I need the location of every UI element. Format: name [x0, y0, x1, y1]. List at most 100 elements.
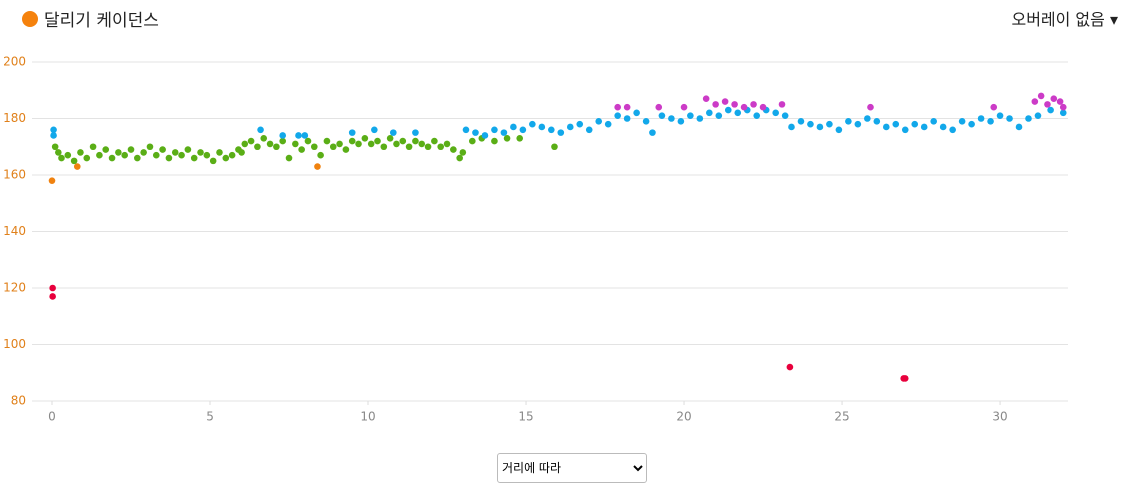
point	[348, 129, 356, 136]
title-block: 달리기 케이던스	[22, 6, 159, 31]
point	[788, 123, 795, 131]
point	[939, 123, 947, 131]
point	[958, 118, 966, 125]
title-dot	[22, 10, 38, 27]
point	[216, 149, 223, 156]
point	[576, 120, 584, 128]
point	[585, 126, 593, 134]
x-tick-label: 10	[360, 410, 375, 424]
point	[614, 112, 621, 119]
x-tick-label: 15	[518, 410, 533, 424]
y-tick-label: 80	[11, 394, 26, 408]
point	[867, 103, 874, 111]
point	[393, 140, 400, 148]
x-tick-label: 20	[676, 410, 691, 424]
point	[190, 154, 198, 162]
point	[731, 101, 738, 108]
y-tick-label: 200	[3, 55, 26, 69]
point	[472, 129, 479, 136]
point	[50, 126, 57, 134]
point	[127, 146, 135, 153]
point	[1059, 103, 1067, 111]
point	[1050, 95, 1058, 103]
point	[566, 123, 574, 131]
point	[222, 154, 230, 162]
point	[348, 137, 356, 145]
point	[405, 143, 413, 151]
point	[459, 149, 467, 156]
point	[431, 137, 438, 145]
point	[51, 143, 59, 151]
point	[273, 143, 280, 151]
point	[702, 95, 710, 103]
point	[949, 126, 956, 134]
point	[712, 101, 719, 108]
point	[864, 115, 871, 122]
point	[759, 103, 767, 111]
point	[1025, 115, 1032, 122]
point	[696, 115, 704, 122]
y-tick-label: 120	[3, 281, 26, 295]
point	[361, 134, 369, 142]
point	[1047, 106, 1054, 114]
point	[279, 132, 286, 139]
point	[740, 103, 748, 111]
y-tick-label: 100	[3, 337, 26, 351]
point	[516, 134, 524, 142]
mode-select[interactable]: 거리에 따라	[497, 453, 647, 483]
overlay-dropdown[interactable]: 오버레이 없음 ▾	[1011, 10, 1118, 29]
point	[1034, 112, 1042, 119]
point	[285, 154, 293, 162]
point	[203, 151, 211, 159]
point	[241, 140, 249, 148]
point	[548, 126, 555, 134]
point	[1044, 101, 1051, 108]
point	[390, 129, 397, 136]
point	[73, 163, 81, 170]
point	[500, 129, 508, 136]
point	[816, 123, 824, 131]
point	[48, 177, 56, 184]
point	[623, 103, 631, 111]
point	[317, 151, 324, 159]
point	[658, 112, 666, 119]
point	[165, 154, 173, 162]
point	[247, 137, 255, 145]
point	[623, 115, 631, 122]
point	[481, 132, 489, 139]
point	[687, 112, 694, 119]
point	[968, 120, 975, 128]
point	[50, 132, 57, 139]
point	[595, 118, 603, 125]
point	[342, 146, 350, 153]
point	[310, 143, 318, 151]
point	[668, 115, 675, 122]
point	[786, 363, 794, 371]
point	[89, 143, 97, 151]
point	[159, 146, 166, 153]
point	[920, 123, 928, 131]
point	[797, 118, 805, 125]
point	[70, 157, 78, 165]
point	[462, 126, 470, 134]
point	[807, 120, 814, 128]
point	[238, 149, 245, 156]
y-tick-label: 160	[3, 168, 26, 182]
point	[1059, 109, 1067, 117]
point	[437, 143, 445, 151]
point	[96, 151, 103, 159]
point	[228, 151, 236, 159]
point	[551, 143, 558, 151]
point	[778, 101, 786, 108]
point	[987, 118, 994, 125]
point	[184, 146, 192, 153]
point	[367, 140, 375, 148]
point	[371, 126, 378, 134]
point	[304, 137, 312, 145]
point	[649, 129, 656, 136]
point	[715, 112, 723, 119]
point	[450, 146, 457, 153]
point	[503, 134, 511, 142]
point	[1015, 123, 1023, 131]
point	[102, 146, 110, 153]
